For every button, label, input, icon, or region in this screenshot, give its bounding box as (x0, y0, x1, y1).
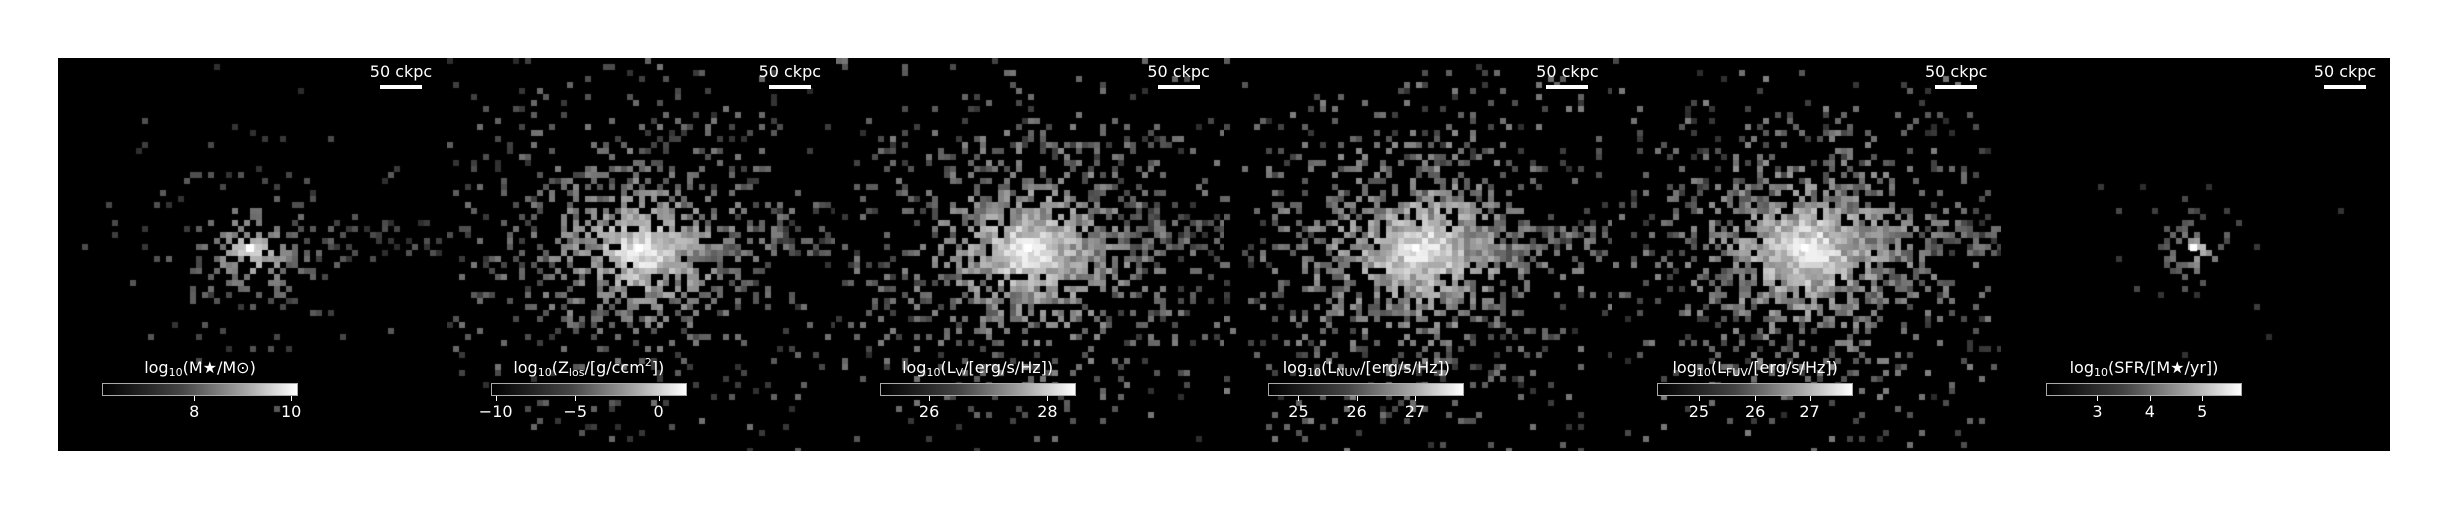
colorbar-tick-label: 4 (2144, 402, 2155, 421)
scale-bar-label: 50 ckpc (2313, 62, 2377, 81)
colorbar-gradient (879, 383, 1076, 396)
colorbar-tick (1414, 396, 1416, 401)
scale-bar: 50 ckpc (1532, 62, 1602, 89)
scale-bar-line (1935, 85, 1978, 89)
colorbar-tick (1047, 396, 1049, 401)
colorbar: log10(Zlos/[g/ccm2]) −10 −5 0 (479, 356, 687, 437)
scale-bar: 50 ckpc (755, 62, 825, 89)
colorbar: log10(SFR/[M★/yr]) 3 4 5 (2046, 357, 2242, 437)
colorbar-tick-label: 26 (1346, 402, 1367, 421)
colorbar-gradient (2046, 383, 2242, 396)
colorbar-tick-label: 27 (1404, 402, 1426, 421)
map-panel: 50 ckpc log10(SFR/[M★/yr]) 3 4 5 (2002, 58, 2390, 451)
map-panel: 50 ckpc log10(LNUV/[erg/s/Hz]) 25 26 27 (1224, 58, 1613, 451)
colorbar-tick (194, 396, 196, 401)
colorbar: log10(LV/[erg/s/Hz]) 26 28 (879, 357, 1076, 437)
colorbar-tick (1698, 396, 1700, 401)
colorbar: log10(M★/M⊙) 8 10 (102, 357, 301, 437)
colorbar-tick (1809, 396, 1811, 401)
colorbar-label: log10(LFUV/[erg/s/Hz]) (1672, 358, 1838, 379)
colorbar-gradient (1268, 383, 1465, 396)
colorbar-label: log10(LV/[erg/s/Hz]) (902, 358, 1054, 379)
colorbar: log10(LFUV/[erg/s/Hz]) 25 26 27 (1657, 357, 1854, 437)
colorbar: log10(LNUV/[erg/s/Hz]) 25 26 27 (1268, 357, 1465, 437)
colorbar-tick-label: 5 (2197, 402, 2208, 421)
scale-bar: 50 ckpc (1144, 62, 1214, 89)
scale-bar-line (380, 85, 422, 89)
colorbar-tick (2149, 396, 2151, 401)
scale-bar: 50 ckpc (2310, 62, 2380, 89)
colorbar-tick (1356, 396, 1358, 401)
colorbar-tick-label: 26 (918, 402, 940, 421)
map-panel: 50 ckpc log10(LFUV/[erg/s/Hz]) 25 26 27 (1613, 58, 2002, 451)
colorbar-tick (495, 396, 497, 401)
scale-bar-line (1546, 85, 1589, 89)
image-strip: 50 ckpc log10(M★/M⊙) 8 10 50 ckpc log10(Zlos/… (58, 58, 2390, 451)
colorbar-gradient (1657, 383, 1854, 396)
colorbar-tick-label: 25 (1688, 402, 1710, 421)
scale-bar: 50 ckpc (366, 62, 436, 89)
colorbar-tick-label: −10 (478, 402, 513, 421)
colorbar-tick (929, 396, 931, 401)
colorbar-label: log10(Zlos/[g/ccm2]) (513, 356, 665, 379)
map-panel: 50 ckpc log10(Zlos/[g/ccm2]) −10 −5 0 (446, 58, 835, 451)
scale-bar-label: 50 ckpc (1536, 62, 1599, 81)
colorbar-tick-label: 0 (653, 402, 664, 421)
colorbar-label: log10(LNUV/[erg/s/Hz]) (1282, 358, 1451, 379)
colorbar-gradient (102, 383, 298, 396)
colorbar-tick-label: 28 (1037, 402, 1058, 421)
colorbar-tick (1298, 396, 1300, 401)
colorbar-tick (2202, 396, 2204, 401)
colorbar-tick (575, 396, 577, 401)
colorbar-label: log10(M★/M⊙) (144, 358, 256, 379)
colorbar-tick-label: 27 (1799, 402, 1820, 421)
colorbar-tick-label: 10 (280, 402, 302, 421)
colorbar-tick-label: 3 (2092, 402, 2103, 421)
colorbar-gradient (490, 383, 687, 396)
colorbar-label: log10(SFR/[M★/yr]) (2069, 358, 2219, 379)
map-panel: 50 ckpc log10(M★/M⊙) 8 10 (58, 58, 446, 451)
colorbar-tick-label: 25 (1288, 402, 1309, 421)
scale-bar-line (1157, 85, 1200, 89)
scale-bar-line (768, 85, 811, 89)
colorbar-tick (2097, 396, 2099, 401)
colorbar-tick (658, 396, 660, 401)
colorbar-tick (291, 396, 293, 401)
scale-bar-label: 50 ckpc (1924, 62, 1988, 81)
scale-bar-label: 50 ckpc (758, 62, 822, 81)
scale-bar: 50 ckpc (1921, 62, 1991, 89)
scale-bar-line (2324, 85, 2366, 89)
colorbar-tick (1755, 396, 1757, 401)
scale-bar-label: 50 ckpc (1147, 62, 1210, 81)
colorbar-tick-label: 8 (189, 402, 200, 421)
scale-bar-label: 50 ckpc (369, 62, 433, 81)
map-panel: 50 ckpc log10(LV/[erg/s/Hz]) 26 28 (835, 58, 1224, 451)
colorbar-tick-label: −5 (563, 402, 587, 421)
colorbar-tick-label: 26 (1745, 402, 1766, 421)
